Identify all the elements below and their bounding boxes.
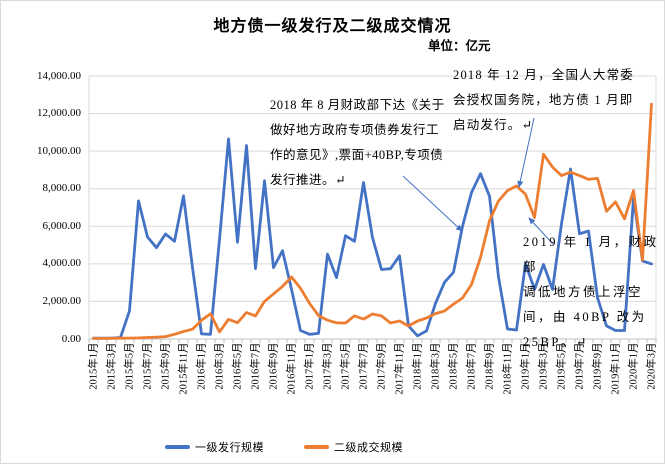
x-axis-tick-label: 2017年1月	[304, 342, 315, 390]
y-axis-tick-label: 10,000.00	[37, 144, 81, 157]
x-axis-tick-label: 2019年1月	[520, 342, 531, 390]
x-axis-tick-label: 2015年1月	[88, 342, 99, 390]
x-axis-tick-label: 2017年9月	[376, 342, 387, 390]
annotation-2018-dec-npc: 2018 年 12 月，全国人大常委 会授权国务院，地方债 1 月即 启动发行。…	[453, 68, 634, 132]
unit-label: 单位：亿元	[428, 39, 491, 53]
chart-title: 地方债一级发行及二级成交情况	[213, 18, 452, 35]
legend-line-swatch-secondary	[304, 445, 329, 449]
x-axis-tick-label: 2017年5月	[340, 342, 351, 390]
x-axis-tick-label: 2018年9月	[484, 342, 495, 390]
legend-item-primary-issuance: 一级发行规模	[165, 439, 264, 455]
x-axis-tick-label: 2020年1月	[628, 342, 639, 390]
x-axis-tick-label: 2015年9月	[160, 342, 171, 390]
annotation-2018-aug-policy: 2018 年 8 月财政部下达《关于 做好地方政府专项债券发行工 作的意见》,票…	[270, 98, 445, 187]
x-axis-tick-label: 2015年7月	[142, 342, 153, 390]
x-axis-tick-label: 2019年7月	[574, 342, 585, 390]
legend-item-secondary-trading: 二级成交规模	[304, 439, 403, 455]
x-axis-tick-label: 2016年7月	[250, 342, 261, 390]
y-axis-tick-label: 4,000.00	[42, 257, 82, 270]
x-axis-tick-label: 2016年3月	[214, 342, 225, 390]
x-axis-tick-label: 2017年3月	[322, 342, 333, 390]
x-axis-tick-label: 2020年3月	[646, 342, 657, 390]
y-axis-tick-label: 6,000.00	[42, 219, 82, 232]
x-axis-tick-label: 2018年3月	[430, 342, 441, 390]
x-axis-tick-label: 2019年9月	[592, 342, 603, 390]
legend-line-swatch-primary	[165, 445, 190, 449]
annotation-arrow	[517, 117, 535, 188]
series-lines	[92, 102, 653, 340]
y-axis-tick-label: 14,000.00	[37, 69, 81, 82]
x-axis-tick-label: 2019年3月	[538, 342, 549, 390]
x-axis-tick-label: 2015年5月	[124, 342, 135, 390]
x-axis-tick-label: 2018年7月	[466, 342, 477, 390]
x-axis-tick-label: 2017年11月	[394, 342, 405, 395]
x-axis-tick-label: 2019年5月	[556, 342, 567, 390]
legend: 一级发行规模 二级成交规模	[165, 439, 403, 455]
legend-label-primary: 一级发行规模	[195, 442, 264, 454]
annotation-2019-jan-mof: 2019 年 1 月，财政部 调低地方债上浮空 间，由 40BP 改为 25BP…	[523, 235, 659, 349]
gridlines	[88, 75, 657, 339]
y-axis-tick-label: 12,000.00	[37, 107, 81, 120]
annotation-arrow	[402, 175, 463, 232]
x-axis-tick-label: 2016年9月	[268, 342, 279, 390]
x-axis-tick-label: 2015年11月	[178, 342, 189, 395]
annotation-arrow	[528, 217, 554, 245]
y-axis-tick-label: 2,000.00	[42, 294, 82, 307]
series-line-secondary-trading	[92, 102, 653, 340]
y-axis-tick-label: 8,000.00	[42, 182, 82, 195]
x-axis-tick-label: 2016年5月	[232, 342, 243, 390]
x-axis-tick-label: 2018年1月	[412, 342, 423, 390]
x-axis-tick-label: 2017年7月	[358, 342, 369, 390]
legend-label-secondary: 二级成交规模	[334, 442, 403, 454]
x-axis-tick-label: 2015年3月	[106, 342, 117, 390]
series-line-primary-issuance	[92, 137, 653, 340]
x-axis-tick-label: 2018年11月	[502, 342, 513, 395]
y-axis-tick-label: 0.00	[61, 332, 81, 345]
x-axis-tick-label: 2016年1月	[196, 342, 207, 390]
x-axis-tick-label: 2018年5月	[448, 342, 459, 390]
x-axis-tick-label: 2016年11月	[286, 342, 297, 395]
annotation-arrows	[402, 117, 554, 245]
x-axis-tick-label: 2019年11月	[610, 342, 621, 395]
